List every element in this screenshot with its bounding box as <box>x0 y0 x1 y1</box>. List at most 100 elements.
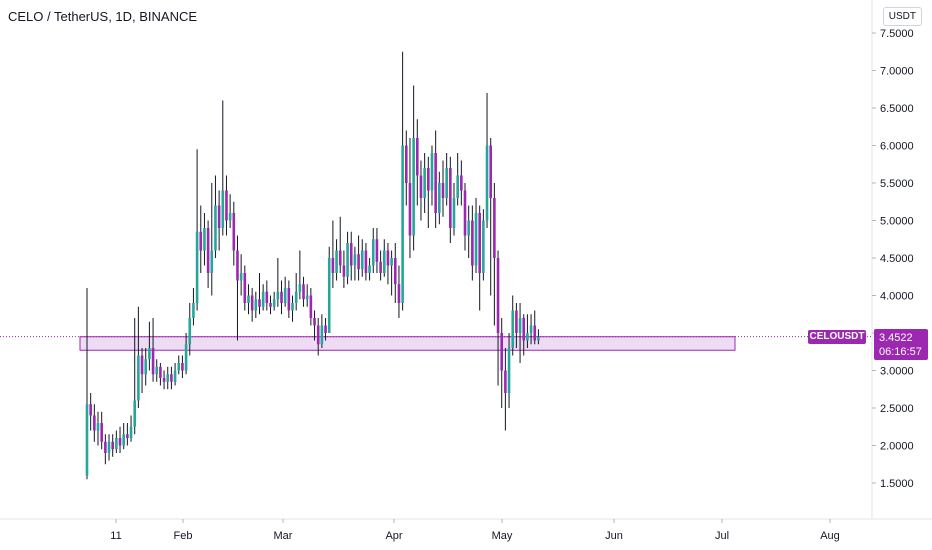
candle <box>393 243 397 303</box>
candle <box>140 348 144 393</box>
candle-body <box>294 291 298 303</box>
candle-body <box>342 265 346 277</box>
candle-body <box>452 198 456 228</box>
candle-body <box>214 205 217 251</box>
candle <box>137 306 140 408</box>
candle-body <box>493 198 496 258</box>
candle <box>507 333 511 408</box>
candle-body <box>412 138 415 236</box>
candle <box>309 288 313 326</box>
candle <box>467 205 470 258</box>
candle-body <box>247 295 250 303</box>
candle <box>460 160 463 206</box>
candle-body <box>239 273 243 281</box>
candle-body <box>243 273 247 303</box>
last-price-value: 3.4522 <box>879 332 913 344</box>
candle <box>269 295 272 315</box>
candle <box>214 175 217 258</box>
candle-body <box>188 318 192 345</box>
candle <box>181 355 184 378</box>
candle <box>104 434 107 465</box>
candle-body <box>85 404 89 476</box>
candle-body <box>478 213 481 273</box>
candle <box>357 235 360 281</box>
candle-body <box>335 250 338 273</box>
candle-series <box>85 51 540 480</box>
candle <box>515 303 518 348</box>
candle <box>206 220 210 288</box>
y-tick-label: 5.5000 <box>880 178 914 190</box>
candle-body <box>280 291 283 303</box>
candle <box>375 228 379 273</box>
candle <box>338 216 342 273</box>
candle-body <box>96 423 100 431</box>
candle <box>232 201 236 266</box>
candle-body <box>177 363 181 371</box>
candle-body <box>427 168 430 191</box>
y-tick-label: 2.5000 <box>880 403 914 415</box>
candle <box>85 288 89 480</box>
candle-body <box>393 258 397 285</box>
candle <box>287 280 291 318</box>
candle <box>430 145 434 206</box>
candle-body <box>496 258 500 333</box>
y-tick-label: 5.0000 <box>880 216 914 228</box>
candle-body <box>507 348 511 393</box>
candle-body <box>482 220 485 273</box>
candle-body <box>173 370 177 382</box>
candle <box>456 153 459 206</box>
candle-body <box>526 333 529 341</box>
candle <box>474 198 478 273</box>
candle-body <box>324 325 327 333</box>
candle-body <box>401 145 404 303</box>
candle <box>203 213 206 266</box>
candle <box>170 366 173 390</box>
candle-body <box>368 265 371 273</box>
candle <box>111 434 114 457</box>
candle <box>129 415 133 442</box>
candle-body <box>305 295 309 300</box>
candle <box>291 295 294 322</box>
y-tick-label: 3.0000 <box>880 366 914 378</box>
candle <box>408 138 412 258</box>
y-tick-label: 4.0000 <box>880 291 914 303</box>
candle <box>346 231 349 285</box>
candle-body <box>338 250 342 266</box>
candle-body <box>104 441 107 453</box>
candle-body <box>151 348 155 375</box>
currency-unit-button[interactable]: USDT <box>882 7 922 26</box>
candle <box>107 434 111 461</box>
candle-body <box>522 318 526 341</box>
candle-body <box>485 145 489 221</box>
candle-body <box>232 213 236 251</box>
candle-body <box>379 261 382 273</box>
candle-body <box>133 400 137 427</box>
candle <box>133 318 137 435</box>
candle-body <box>463 190 467 236</box>
candle <box>529 314 533 345</box>
candle <box>96 411 100 446</box>
candle-body <box>115 438 118 450</box>
candle <box>115 430 118 453</box>
candle-body <box>404 145 408 183</box>
candle-body <box>261 291 265 307</box>
candle-body <box>118 438 122 446</box>
candle <box>324 318 327 341</box>
candle <box>302 276 305 307</box>
candle <box>371 228 375 273</box>
candle <box>276 258 280 307</box>
candle <box>368 258 371 281</box>
candle <box>155 359 159 382</box>
candle-body <box>283 288 287 303</box>
candle <box>184 333 188 375</box>
candle <box>173 363 177 386</box>
candle-body <box>221 190 225 228</box>
candle <box>397 265 401 318</box>
candle <box>445 153 448 206</box>
candle-body <box>529 325 533 333</box>
candle-body <box>419 175 423 198</box>
candle-body <box>217 205 221 228</box>
bar-countdown: 06:16:57 <box>879 346 922 358</box>
candle <box>518 303 522 363</box>
